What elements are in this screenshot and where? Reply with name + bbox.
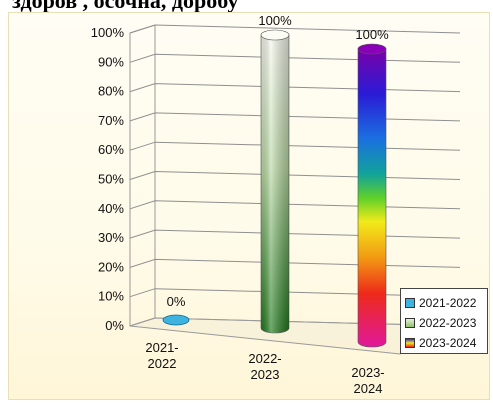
y-tick-label: 90% xyxy=(98,54,124,69)
x-tick-label-line: 2022 xyxy=(148,356,177,371)
gridline xyxy=(129,229,461,239)
x-tick-label-line: 2021- xyxy=(145,340,178,355)
legend-item: 2023-2024 xyxy=(405,333,484,353)
y-tick-label: 60% xyxy=(98,142,124,157)
bars xyxy=(162,29,387,348)
gridline xyxy=(129,24,461,34)
bar-top xyxy=(357,43,387,55)
x-tick-label: 2021-2022 xyxy=(145,340,178,371)
data-label: 0% xyxy=(167,294,186,309)
gridline xyxy=(129,170,461,180)
gridline xyxy=(129,112,461,122)
gridline xyxy=(129,53,461,63)
legend-swatch-icon xyxy=(405,338,415,348)
x-tick-label-line: 2023- xyxy=(351,365,384,380)
x-tick-label-line: 2022- xyxy=(248,351,281,366)
x-tick-label: 2022-2023 xyxy=(248,351,281,382)
bar xyxy=(162,314,190,326)
legend-item: 2022-2023 xyxy=(405,313,484,333)
gridline xyxy=(129,83,461,93)
bar-shading xyxy=(261,35,289,333)
y-tick-label: 70% xyxy=(98,113,124,128)
legend: 2021-2022 2022-2023 2023-2024 xyxy=(400,288,488,354)
legend-item: 2021-2022 xyxy=(405,293,484,313)
legend-swatch-icon xyxy=(405,298,415,308)
legend-swatch-icon xyxy=(405,318,415,328)
y-tick-label: 40% xyxy=(98,201,124,216)
x-tick-label-line: 2024 xyxy=(354,381,383,396)
data-label: 100% xyxy=(258,13,292,28)
x-tick-label: 2023-2024 xyxy=(351,365,384,396)
legend-label: 2021-2022 xyxy=(419,296,477,310)
gridline xyxy=(129,141,461,151)
gridline xyxy=(129,200,461,210)
y-tick-label: 100% xyxy=(91,25,125,40)
legend-label: 2023-2024 xyxy=(419,336,477,350)
y-tick-label: 0% xyxy=(105,318,124,333)
data-label: 100% xyxy=(355,27,389,42)
bar xyxy=(357,48,387,348)
bar-top xyxy=(260,29,290,41)
y-tick-label: 50% xyxy=(98,172,124,187)
page-title: здоров , осочна, доробу xyxy=(0,0,493,12)
y-tick-label: 30% xyxy=(98,230,124,245)
labels: 0% 10% 20% 30% 40% 50% 60% 70% 80% 90% 100% 0% 2021-… xyxy=(91,13,389,396)
y-tick-label: 10% xyxy=(98,289,124,304)
y-tick-label: 80% xyxy=(98,84,124,99)
y-tick-label: 20% xyxy=(98,259,124,274)
legend-label: 2022-2023 xyxy=(419,316,477,330)
gridline xyxy=(129,258,461,268)
x-tick-label-line: 2023 xyxy=(251,367,280,382)
